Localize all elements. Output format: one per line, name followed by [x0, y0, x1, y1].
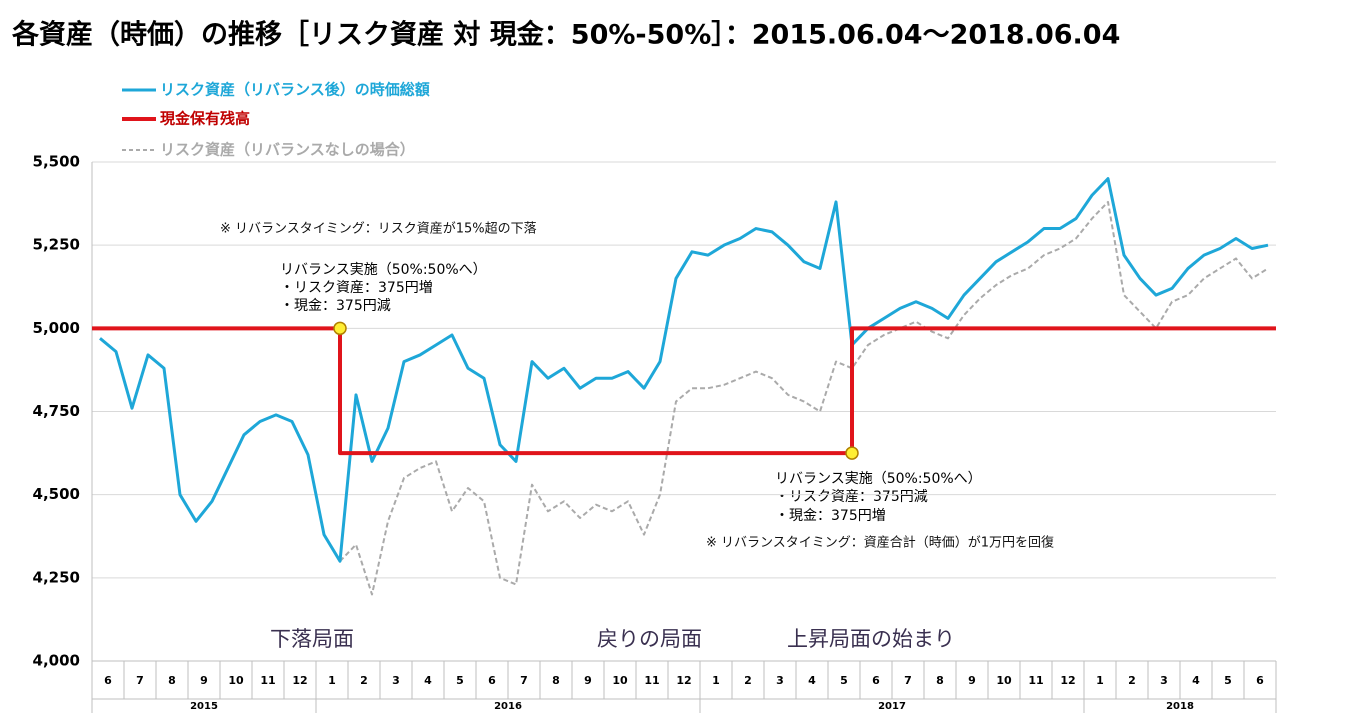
x-tick-label: 2	[1128, 674, 1136, 687]
line-series	[339, 200, 1269, 596]
x-tick-label: 7	[520, 674, 528, 687]
annotation: リバランス実施（50%:50%へ）	[775, 471, 982, 487]
y-tick-label: 4,500	[33, 485, 80, 503]
x-tick-label: 2	[744, 674, 752, 687]
x-tick-label: 7	[136, 674, 144, 687]
x-tick-label: 11	[644, 674, 659, 687]
y-tick-label: 4,750	[33, 402, 80, 420]
x-tick-label: 4	[424, 674, 432, 687]
year-label: 2015	[190, 701, 218, 712]
x-tick-label: 9	[200, 674, 208, 687]
annotation: リバランス実施（50%:50%へ）	[280, 262, 487, 278]
annotation: ※ リバランスタイミング：資産合計（時価）が1万円を回復	[706, 535, 1054, 551]
x-tick-label: 10	[996, 674, 1012, 687]
x-tick-label: 3	[1160, 674, 1168, 687]
line-series	[99, 177, 1269, 563]
legend-label: リスク資産（リバランス後）の時価総額	[160, 81, 430, 99]
annotation: ・リスク資産：375円増	[280, 280, 433, 296]
year-label: 2018	[1166, 701, 1194, 712]
y-tick-label: 5,250	[33, 236, 80, 254]
year-label: 2017	[878, 701, 906, 712]
x-tick-label: 4	[1192, 674, 1200, 687]
phase-label: 戻りの局面	[597, 627, 702, 651]
x-tick-label: 8	[936, 674, 944, 687]
x-tick-label: 7	[904, 674, 912, 687]
x-tick-label: 12	[1060, 674, 1075, 687]
x-tick-label: 9	[584, 674, 592, 687]
x-tick-label: 11	[260, 674, 275, 687]
x-tick-label: 11	[1028, 674, 1043, 687]
phase-label: 下落局面	[270, 627, 354, 651]
x-tick-label: 10	[228, 674, 244, 687]
y-tick-label: 4,000	[33, 652, 80, 670]
x-tick-label: 10	[612, 674, 628, 687]
annotation: ※ リバランスタイミング：リスク資産が15%超の下落	[220, 221, 537, 237]
x-tick-label: 4	[808, 674, 816, 687]
x-tick-label: 3	[392, 674, 400, 687]
x-tick-label: 1	[1096, 674, 1104, 687]
x-tick-label: 1	[328, 674, 336, 687]
x-tick-label: 5	[840, 674, 848, 687]
annotation: ・現金：375円減	[280, 297, 391, 314]
x-tick-label: 2	[360, 674, 368, 687]
legend-label: リスク資産（リバランスなしの場合）	[160, 141, 415, 159]
y-tick-label: 5,000	[33, 319, 80, 337]
x-tick-label: 12	[676, 674, 691, 687]
annotation: ・現金：375円増	[775, 508, 886, 524]
phase-label: 上昇局面の始まり	[787, 627, 955, 651]
x-tick-label: 9	[968, 674, 976, 687]
y-tick-label: 4,250	[33, 568, 80, 586]
x-tick-label: 12	[292, 674, 307, 687]
x-tick-label: 6	[872, 674, 880, 687]
x-tick-label: 3	[776, 674, 784, 687]
rebalance-marker	[845, 446, 859, 460]
y-tick-label: 5,500	[33, 153, 80, 171]
year-label: 2016	[494, 701, 522, 712]
rebalance-marker	[333, 321, 347, 336]
x-tick-label: 1	[712, 674, 720, 687]
x-tick-label: 6	[1256, 674, 1264, 687]
x-tick-label: 5	[456, 674, 464, 687]
line-series	[92, 326, 1276, 456]
x-tick-label: 8	[168, 674, 176, 687]
x-tick-label: 8	[552, 674, 560, 687]
chart-title: 各資産（時価）の推移［リスク資産 対 現金：50%-50%］：2015.06.0…	[11, 19, 1120, 51]
x-tick-label: 6	[488, 674, 496, 687]
legend-label: 現金保有残高	[160, 110, 250, 128]
x-tick-label: 6	[104, 674, 112, 687]
x-tick-label: 5	[1224, 674, 1232, 687]
annotation: ・リスク資産：375円減	[775, 488, 928, 505]
